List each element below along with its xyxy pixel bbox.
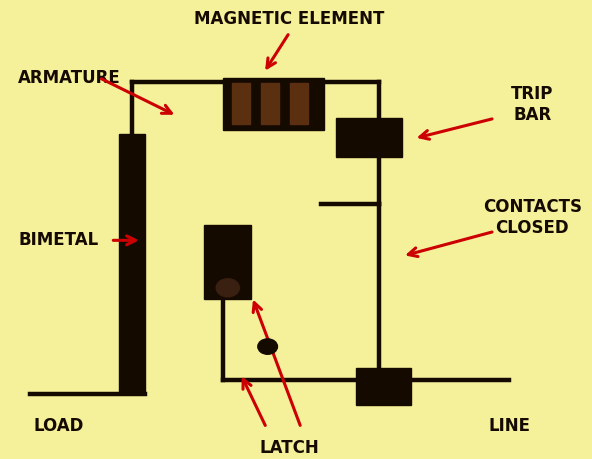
Circle shape	[216, 279, 239, 297]
Bar	[260, 83, 279, 124]
Text: CONTACTS
CLOSED: CONTACTS CLOSED	[483, 198, 582, 237]
Bar	[336, 118, 403, 157]
Text: LOAD: LOAD	[33, 417, 83, 435]
Bar	[223, 78, 324, 129]
Text: ARMATURE: ARMATURE	[18, 68, 121, 87]
Bar	[356, 368, 411, 405]
Text: LATCH: LATCH	[260, 439, 320, 457]
Text: MAGNETIC ELEMENT: MAGNETIC ELEMENT	[194, 10, 385, 28]
Bar	[119, 134, 144, 394]
Circle shape	[258, 339, 278, 354]
Text: LINE: LINE	[488, 417, 530, 435]
Bar	[204, 224, 252, 299]
Text: BIMETAL: BIMETAL	[18, 231, 98, 249]
Bar	[232, 83, 250, 124]
Text: TRIP
BAR: TRIP BAR	[511, 85, 554, 124]
Bar	[289, 83, 308, 124]
